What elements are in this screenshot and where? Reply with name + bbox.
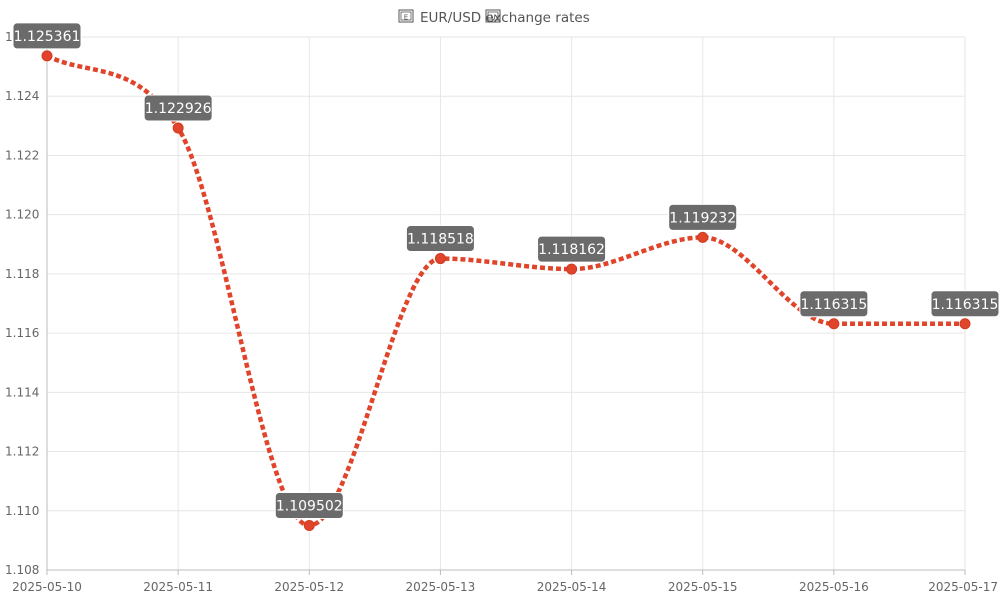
data-point[interactable] [697, 231, 709, 243]
data-label: 1.116315 [930, 290, 1000, 318]
y-tick-label: 1.110 [5, 504, 39, 518]
y-tick-label: 1.116 [5, 326, 39, 340]
data-point[interactable] [434, 253, 446, 265]
data-label: 1.119232 [668, 203, 738, 231]
y-tick-label: 1.108 [5, 563, 39, 577]
data-point[interactable] [172, 122, 184, 134]
data-point[interactable] [303, 520, 315, 532]
data-label: 1.109502 [274, 492, 344, 520]
x-tick-label: 2025-05-10 [12, 580, 82, 594]
data-label-box [405, 225, 475, 253]
x-tick-label: 2025-05-17 [928, 580, 998, 594]
y-tick-label: 1.124 [5, 89, 39, 103]
y-tick-label: 1.114 [5, 385, 39, 399]
data-label-text: 1.119232 [669, 210, 736, 226]
y-tick-label: 1.118 [5, 267, 39, 281]
y-tick-label: 1.120 [5, 208, 39, 222]
data-label-text: 1.122926 [145, 101, 212, 117]
data-labels: 1.125361 1.122926 1.109502 1.118518 1.118162… [12, 22, 1000, 520]
axes [46, 37, 965, 571]
eu-flag-icon: E [398, 9, 414, 23]
data-point[interactable] [566, 263, 578, 275]
data-point[interactable] [41, 50, 53, 62]
y-tick-label: 1.122 [5, 148, 39, 162]
data-label-text: 1.116315 [800, 297, 867, 313]
x-tick-label: 2025-05-13 [406, 580, 476, 594]
x-tick-label: 2025-05-16 [799, 580, 869, 594]
data-label: 1.122926 [143, 94, 213, 122]
data-label-box [12, 22, 82, 50]
data-point[interactable] [959, 318, 971, 330]
data-label-box [143, 94, 213, 122]
chart-title: E EUR/USD exchange rates U [398, 9, 590, 26]
svg-text:E: E [404, 14, 408, 22]
data-label-text: 1.118162 [538, 242, 605, 258]
y-tick-label: 1.112 [5, 445, 39, 459]
data-point[interactable] [828, 318, 840, 330]
data-label-text: 1.116315 [932, 297, 999, 313]
x-axis-tick-labels: 2025-05-10 2025-05-11 2025-05-12 2025-05-13… [12, 580, 998, 594]
data-label: 1.118162 [537, 235, 607, 263]
data-label: 1.125361 [12, 22, 82, 50]
x-tick-label: 2025-05-11 [143, 580, 213, 594]
data-label-box [668, 203, 738, 231]
data-label: 1.118518 [405, 225, 475, 253]
data-label-text: 1.118518 [407, 232, 474, 248]
us-flag-icon: U [485, 9, 501, 23]
data-points [41, 50, 971, 532]
x-tick-label: 2025-05-14 [537, 580, 607, 594]
data-label-text: 1.125361 [14, 29, 81, 45]
data-label-box [274, 492, 344, 520]
data-label-box [537, 235, 607, 263]
chart-title-text: EUR/USD exchange rates [420, 10, 590, 26]
data-label-text: 1.109502 [276, 499, 343, 515]
svg-text:U: U [490, 14, 495, 22]
data-label: 1.116315 [799, 290, 869, 318]
data-label-box [930, 290, 1000, 318]
y-axis-tick-labels: 1.108 1.110 1.112 1.114 1.116 1.118 1.120 1.122… [5, 30, 39, 577]
x-tick-label: 2025-05-15 [668, 580, 738, 594]
x-tick-label: 2025-05-12 [274, 580, 344, 594]
data-label-box [799, 290, 869, 318]
